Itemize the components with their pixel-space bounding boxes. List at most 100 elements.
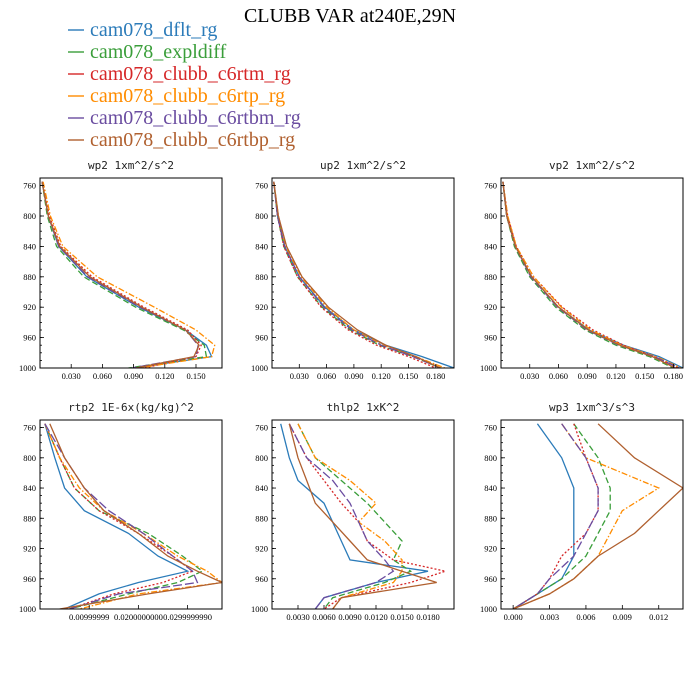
x-tick-label: 0.030: [62, 371, 81, 381]
x-tick-label: 0.0090: [338, 612, 361, 622]
plot-frame: [271, 177, 455, 369]
y-tick-label: 840: [255, 241, 268, 251]
x-tick-label: 0.150: [399, 371, 418, 381]
y-tick-label: 920: [255, 302, 268, 312]
series-line: [512, 423, 575, 609]
y-tick-label: 760: [255, 181, 268, 191]
series-line: [273, 181, 441, 368]
x-tick-label: 0.060: [317, 371, 336, 381]
y-tick-label: 880: [23, 272, 36, 282]
y-tick-label: 1000: [251, 363, 268, 373]
panel-title: wp2 1xm^2/s^2: [88, 159, 174, 172]
y-tick-label: 800: [23, 453, 36, 463]
series-line: [42, 181, 216, 368]
figure-title: CLUBB VAR at240E,29N: [244, 5, 456, 27]
y-tick-label: 1000: [251, 604, 268, 614]
x-tick-label: 0.120: [372, 371, 391, 381]
y-tick-label: 960: [255, 574, 268, 584]
panel-title: wp3 1xm^3/s^3: [549, 401, 635, 414]
chart-panel: up2 1xm^2/s^2 760 800 840 880 920 960 1000 0.030…: [251, 159, 455, 381]
x-tick-label: 0.009: [613, 612, 632, 622]
x-tick-label: 0.060: [93, 371, 112, 381]
chart-panels: wp2 1xm^2/s^2 760 800 840 880 920 960 1000 0.030…: [19, 159, 684, 622]
series-line: [502, 181, 682, 368]
series-line: [44, 423, 222, 609]
y-tick-label: 920: [255, 544, 268, 554]
y-tick-label: 1000: [19, 363, 36, 373]
x-tick-label: 0.090: [124, 371, 143, 381]
series-line: [297, 423, 413, 609]
x-tick-label: 0.150: [186, 371, 205, 381]
plot-frame: [500, 177, 684, 369]
series-line: [44, 423, 204, 609]
y-tick-label: 840: [484, 241, 497, 251]
legend: cam078_dflt_rgcam078_expldiffcam078_club…: [68, 19, 301, 151]
series-line: [44, 423, 190, 609]
y-tick-label: 800: [23, 211, 36, 221]
chart-panel: vp2 1xm^2/s^2 760 800 840 880 920 960 1000 0.030…: [480, 159, 684, 381]
legend-entry: cam078_clubb_c6rtbm_rg: [90, 107, 301, 129]
x-tick-label: 0.090: [344, 371, 363, 381]
series-line: [502, 181, 674, 368]
legend-entry: cam078_clubb_c6rtm_rg: [90, 63, 291, 85]
x-tick-label: 0.030: [520, 371, 539, 381]
series-line: [502, 181, 676, 368]
series-line: [502, 181, 679, 368]
panel-title: thlp2 1xK^2: [327, 401, 400, 414]
x-tick-label: 0.180: [664, 371, 683, 381]
series-line: [44, 423, 194, 609]
x-tick-label: 0.090: [578, 371, 597, 381]
plot-frame: [39, 419, 223, 610]
y-tick-label: 960: [484, 333, 497, 343]
y-tick-label: 920: [484, 544, 497, 554]
x-tick-label: 0.0299999990: [163, 612, 212, 622]
series-line: [273, 181, 441, 368]
x-tick-label: 0.180: [426, 371, 445, 381]
y-tick-label: 1000: [480, 604, 497, 614]
x-tick-label: 0.003: [540, 612, 559, 622]
series-line: [41, 181, 202, 368]
series-line: [41, 181, 213, 368]
x-tick-label: 0.120: [606, 371, 625, 381]
series-line: [297, 423, 403, 609]
series-line: [44, 423, 199, 609]
plot-frame: [39, 177, 223, 369]
x-tick-label: 0.060: [549, 371, 568, 381]
y-tick-label: 840: [255, 483, 268, 493]
x-tick-label: 0.0180: [416, 612, 439, 622]
legend-entry: cam078_expldiff: [90, 41, 227, 63]
x-tick-label: 0.0200000000: [114, 612, 163, 622]
y-tick-label: 880: [23, 513, 36, 523]
y-tick-label: 960: [23, 574, 36, 584]
series-line: [49, 423, 222, 609]
series-line: [288, 423, 448, 609]
y-tick-label: 920: [23, 302, 36, 312]
series-line: [288, 423, 395, 609]
y-tick-label: 760: [255, 423, 268, 433]
y-tick-label: 920: [484, 302, 497, 312]
y-tick-label: 960: [484, 574, 497, 584]
y-tick-label: 880: [255, 513, 268, 523]
y-tick-label: 760: [23, 181, 36, 191]
series-line: [512, 423, 599, 609]
y-tick-label: 960: [255, 333, 268, 343]
panel-title: vp2 1xm^2/s^2: [549, 159, 635, 172]
y-tick-label: 840: [23, 483, 36, 493]
x-tick-label: 0.006: [576, 612, 595, 622]
series-line: [512, 423, 661, 609]
chart-panel: wp3 1xm^3/s^3 760 800 840 880 920 960 1000 0.000…: [480, 401, 684, 622]
legend-entry: cam078_clubb_c6rtp_rg: [90, 85, 285, 107]
y-tick-label: 760: [23, 423, 36, 433]
x-tick-label: 0.030: [290, 371, 309, 381]
x-tick-label: 0.000: [504, 612, 523, 622]
plot-frame: [271, 419, 455, 610]
chart-panel: wp2 1xm^2/s^2 760 800 840 880 920 960 1000 0.030…: [19, 159, 223, 381]
legend-entry: cam078_dflt_rg: [90, 19, 217, 41]
y-tick-label: 840: [484, 483, 497, 493]
y-tick-label: 800: [484, 211, 497, 221]
y-tick-label: 880: [484, 513, 497, 523]
y-tick-label: 880: [255, 272, 268, 282]
series-line: [41, 181, 199, 368]
